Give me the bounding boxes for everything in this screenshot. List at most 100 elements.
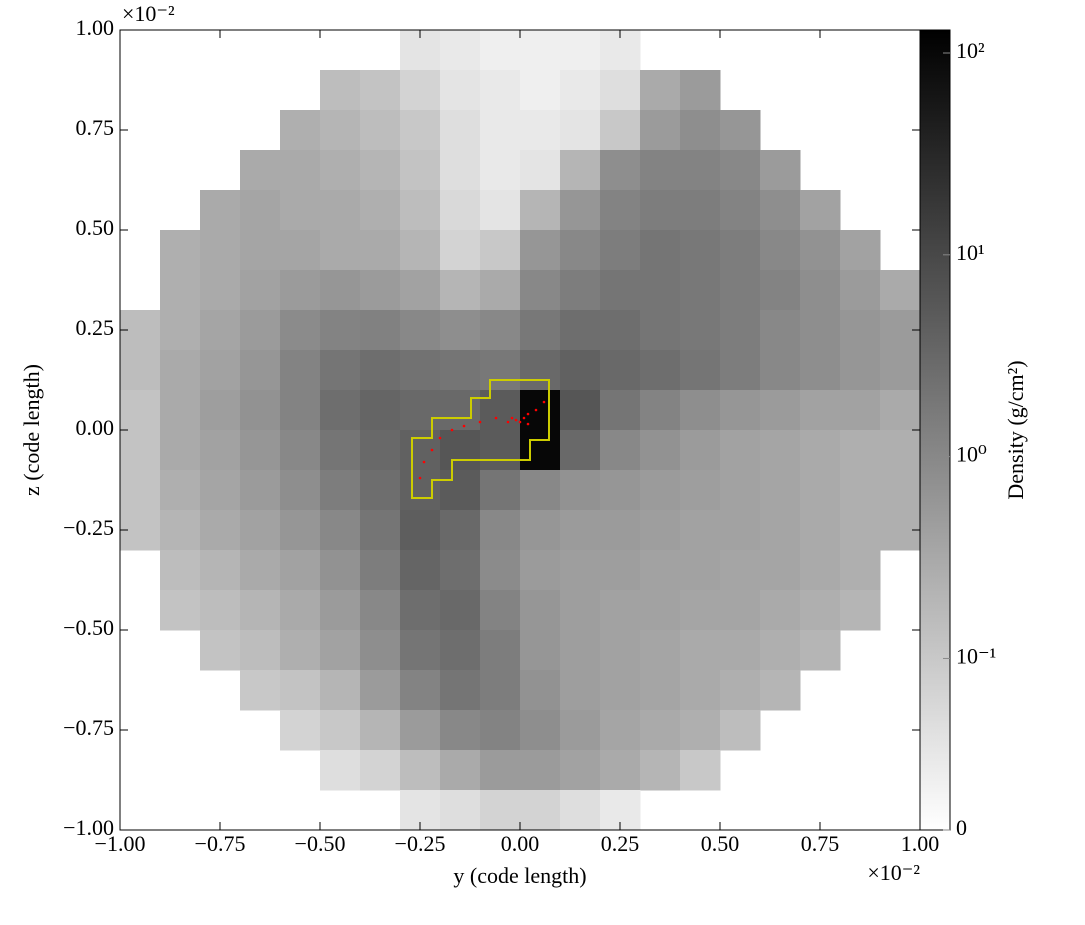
cell (680, 350, 721, 391)
cell (640, 430, 681, 471)
cell (400, 270, 441, 311)
cell (400, 110, 441, 151)
cell (360, 270, 401, 311)
cell (520, 150, 561, 191)
cell (280, 670, 321, 711)
cell (480, 390, 521, 431)
y-tick-label: 0.75 (76, 115, 115, 140)
cell (360, 710, 401, 751)
cell (640, 70, 681, 111)
cell (400, 470, 441, 511)
cell (320, 270, 361, 311)
cell (240, 150, 281, 191)
cell (520, 550, 561, 591)
cell (800, 270, 841, 311)
x-tick-label: 0.25 (601, 831, 640, 856)
x-axis-label: y (code length) (453, 863, 586, 888)
cell (760, 550, 801, 591)
cell (480, 590, 521, 631)
cell (440, 590, 481, 631)
cell (560, 30, 601, 71)
cell (480, 30, 521, 71)
cell (200, 630, 241, 671)
cell (840, 350, 881, 391)
cell (440, 270, 481, 311)
cell (640, 710, 681, 751)
particle (534, 408, 538, 412)
cell (240, 270, 281, 311)
x-tick-label: −0.50 (295, 831, 346, 856)
colorbar (919, 29, 951, 831)
x-tick-label: 0.75 (801, 831, 840, 856)
cell (640, 390, 681, 431)
cell (600, 710, 641, 751)
cell (640, 270, 681, 311)
cell (760, 350, 801, 391)
cell (640, 670, 681, 711)
cell (360, 390, 401, 431)
cell (800, 190, 841, 231)
cell (360, 110, 401, 151)
cell (640, 590, 681, 631)
cell (440, 510, 481, 551)
cell (800, 470, 841, 511)
cell (520, 790, 561, 831)
cell (440, 670, 481, 711)
cell (520, 110, 561, 151)
cell (440, 30, 481, 71)
colorbar-tick-label: 10¹ (956, 240, 985, 265)
cell (320, 630, 361, 671)
cell (640, 630, 681, 671)
cell (120, 470, 161, 511)
cell (520, 590, 561, 631)
cell (240, 310, 281, 351)
cell (480, 230, 521, 271)
cell (720, 310, 761, 351)
colorbar-tick-label: 0 (956, 815, 967, 840)
cell (760, 590, 801, 631)
particle (478, 420, 482, 424)
cell (280, 470, 321, 511)
cell (560, 390, 601, 431)
cell (600, 270, 641, 311)
cell (440, 550, 481, 591)
cell (640, 350, 681, 391)
cell (840, 590, 881, 631)
cell (600, 430, 641, 471)
cell (400, 590, 441, 631)
cell (360, 350, 401, 391)
cell (760, 230, 801, 271)
cell (440, 630, 481, 671)
cell (200, 310, 241, 351)
cell (440, 790, 481, 831)
cell (280, 310, 321, 351)
cell (320, 190, 361, 231)
cell (720, 550, 761, 591)
cell (360, 550, 401, 591)
cell (840, 510, 881, 551)
cell (400, 510, 441, 551)
cell (600, 470, 641, 511)
particle (494, 416, 498, 420)
heatmap (120, 30, 921, 831)
colorbar-label: Density (g/cm²) (1003, 360, 1028, 499)
cell (680, 150, 721, 191)
cell (480, 630, 521, 671)
cell (720, 390, 761, 431)
cell (720, 350, 761, 391)
cell (760, 390, 801, 431)
cell (600, 630, 641, 671)
cell (160, 230, 201, 271)
cell (840, 470, 881, 511)
cell (440, 750, 481, 791)
cell (400, 70, 441, 111)
cell (560, 150, 601, 191)
cell (320, 310, 361, 351)
cell (560, 190, 601, 231)
cell (560, 230, 601, 271)
cell (160, 310, 201, 351)
cell (360, 190, 401, 231)
cell (320, 350, 361, 391)
cell (600, 390, 641, 431)
